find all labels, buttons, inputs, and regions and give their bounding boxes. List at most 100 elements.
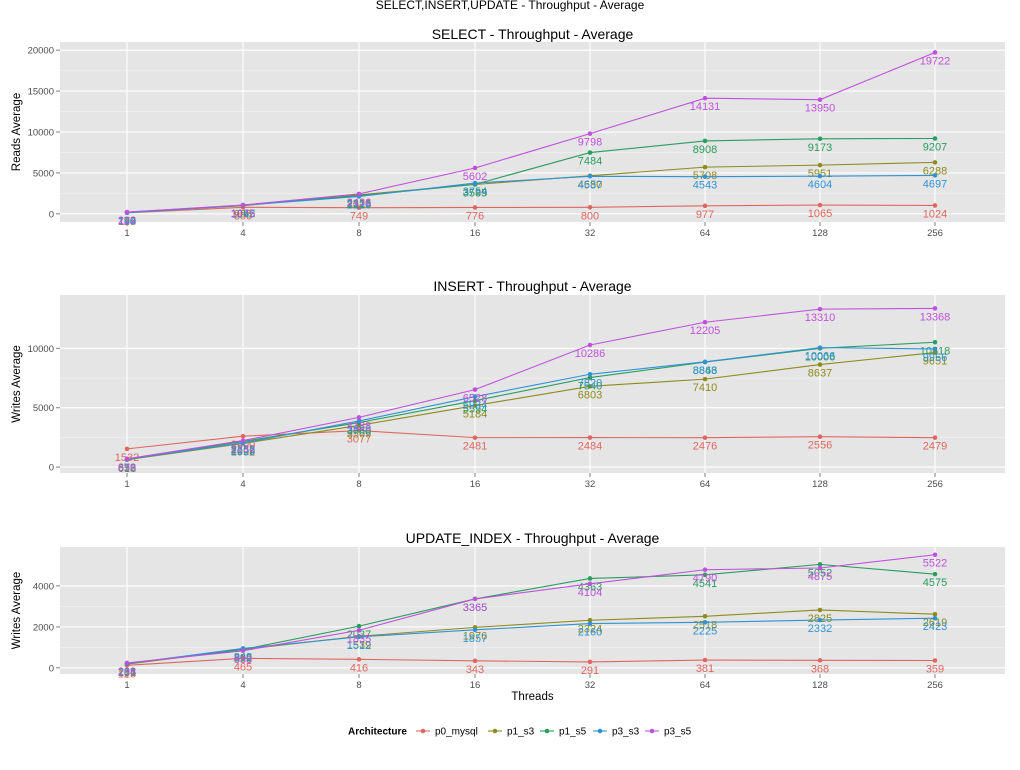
data-label: 5052 xyxy=(808,567,832,579)
data-point xyxy=(472,627,478,633)
panel-3: 0 2000 4000 1 4 8 16 32 64 128 256 UPDATE_INDEX - T… xyxy=(11,530,1005,703)
data-label: 13310 xyxy=(805,312,836,324)
data-point xyxy=(356,205,362,210)
data-label: 10286 xyxy=(575,348,606,360)
series-line xyxy=(126,51,936,213)
data-label: 203 xyxy=(118,667,136,679)
data-label: 5934 xyxy=(463,400,487,412)
series-line xyxy=(126,430,936,450)
plot-background xyxy=(60,295,1005,473)
legend-key-point xyxy=(597,728,603,734)
data-label: 2216 xyxy=(347,199,371,211)
data-label: 4604 xyxy=(808,179,832,191)
data-label: 3750 xyxy=(347,426,371,438)
data-label: 2324 xyxy=(578,623,602,635)
data-label: 5602 xyxy=(463,171,487,183)
data-label: 1024 xyxy=(923,208,947,220)
data-label: 2160 xyxy=(578,627,602,639)
data-point xyxy=(587,173,593,179)
data-point xyxy=(240,656,246,661)
legend-label: p3_s3 xyxy=(612,727,640,738)
series-p1_s5: 190 1062 2216 3599 7484 8908 9173 9207 xyxy=(118,136,947,227)
data-point xyxy=(124,446,130,452)
data-point xyxy=(817,607,823,613)
data-label: 699 xyxy=(118,462,136,474)
data-point xyxy=(932,571,938,577)
panel-2: 0 5000 10000 1 4 8 16 32 64 128 256 INSERT - Throug… xyxy=(11,278,1005,490)
data-label: 2029 xyxy=(231,446,255,458)
data-point xyxy=(932,136,938,141)
data-label: 1539 xyxy=(347,639,371,651)
data-label: 3365 xyxy=(463,602,487,614)
data-point xyxy=(932,615,938,621)
data-label: 359 xyxy=(926,664,944,676)
x-tick-label: 64 xyxy=(700,479,711,490)
data-label: 673 xyxy=(118,462,136,474)
data-label: 616 xyxy=(118,463,136,475)
series-p3_s5: 699 2232 4188 6528 10286 12205 13310 13368 xyxy=(118,306,950,474)
data-point xyxy=(702,95,708,101)
data-label: 10006 xyxy=(805,351,836,363)
data-point xyxy=(587,150,593,155)
data-point xyxy=(472,394,478,399)
data-label: 9173 xyxy=(808,142,832,154)
data-label: 7820 xyxy=(578,377,602,389)
y-tick-label: 10000 xyxy=(28,344,54,355)
x-tick-label: 1 xyxy=(124,479,129,490)
data-label: 8908 xyxy=(693,144,717,156)
data-point xyxy=(472,403,478,408)
data-point xyxy=(587,621,593,626)
data-point xyxy=(932,346,938,352)
x-tick-label: 1 xyxy=(124,228,129,239)
legend-item-p1_s5: p1_s5 xyxy=(540,727,587,738)
data-label: 1062 xyxy=(231,208,255,220)
data-point xyxy=(932,350,938,355)
data-point xyxy=(817,97,823,102)
data-point xyxy=(817,202,823,208)
y-tick-label: 20000 xyxy=(28,46,54,57)
data-label: 5594 xyxy=(463,404,487,416)
data-point xyxy=(240,648,246,654)
y-tick-label: 10000 xyxy=(28,128,54,139)
legend-key-point xyxy=(492,728,498,734)
data-label: 1857 xyxy=(463,633,487,645)
data-label: 222 xyxy=(118,215,136,227)
data-label: 465 xyxy=(234,661,252,673)
series-p0_mysql: 116 800 749 776 800 977 1065 1024 xyxy=(118,202,947,228)
data-point xyxy=(932,306,938,311)
data-label: 8843 xyxy=(693,365,717,377)
data-label: 9956 xyxy=(923,352,947,364)
data-point xyxy=(702,572,708,578)
data-point xyxy=(817,658,823,663)
x-tick-label: 128 xyxy=(812,680,828,691)
data-point xyxy=(932,339,938,345)
data-point xyxy=(932,50,938,55)
series-line xyxy=(126,174,936,214)
data-label: 10518 xyxy=(920,345,951,357)
data-label: 1835 xyxy=(347,633,371,645)
x-tick-label: 256 xyxy=(927,479,943,490)
y-axis-label: Writes Average xyxy=(11,572,23,650)
series-line xyxy=(126,347,936,460)
x-tick-label: 64 xyxy=(700,228,711,239)
y-axis-label: Writes Average xyxy=(11,345,23,423)
data-point xyxy=(702,613,708,619)
data-point xyxy=(587,131,593,136)
data-point xyxy=(702,203,708,209)
panel-title: SELECT - Throughput - Average xyxy=(432,26,634,42)
data-point xyxy=(587,581,593,587)
data-label: 2423 xyxy=(923,621,947,633)
data-label: 3509 xyxy=(347,428,371,440)
data-point xyxy=(932,160,938,165)
x-tick-label: 8 xyxy=(356,680,361,691)
legend-label: p3_s5 xyxy=(664,727,692,738)
data-point xyxy=(240,438,246,443)
data-point xyxy=(702,567,708,573)
y-tick-label: 4000 xyxy=(33,581,54,592)
data-label: 416 xyxy=(350,662,368,674)
data-label: 10066 xyxy=(805,351,836,363)
data-label: 2225 xyxy=(693,625,717,637)
